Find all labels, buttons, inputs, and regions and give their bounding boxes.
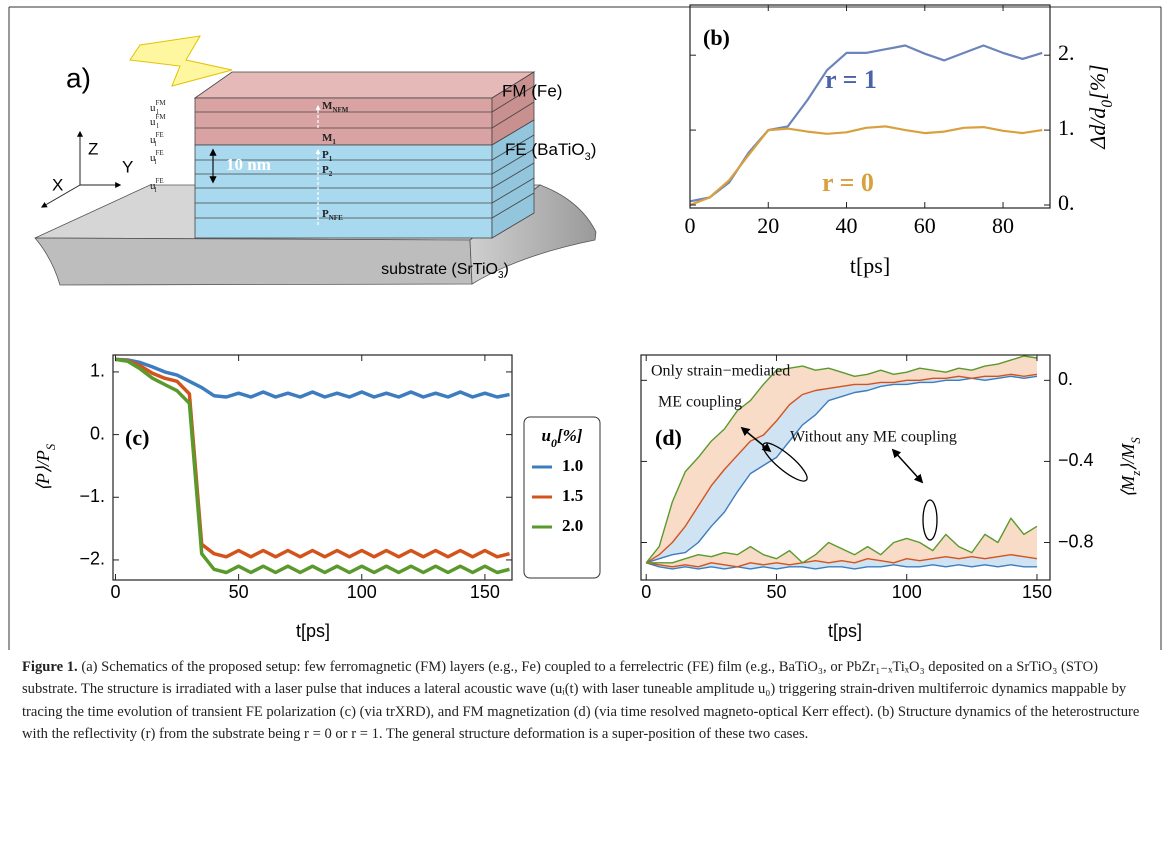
- highlight-ellipse: [923, 500, 937, 540]
- x-axis-label: t[ps]: [296, 621, 330, 641]
- label-part: [%]: [557, 426, 583, 445]
- x-tick-label: 0: [685, 213, 696, 238]
- label-part: M: [322, 100, 333, 112]
- label-part: u: [542, 426, 551, 445]
- label-part: NFM: [332, 106, 348, 114]
- label-part: S: [1129, 437, 1143, 444]
- x-tick-label: 50: [229, 582, 249, 602]
- label-part: FE (BaTiO: [505, 140, 585, 159]
- axis-name: Z: [88, 139, 98, 158]
- caption-label: Figure 1.: [22, 659, 78, 675]
- legend-label: 1.0: [562, 456, 583, 475]
- y-tick-label: −0.8: [1058, 531, 1094, 551]
- label-part: Δd/d: [1085, 107, 1110, 150]
- axis-name: X: [52, 175, 63, 194]
- label-part: 2: [329, 170, 333, 178]
- panel-label: (c): [125, 425, 149, 450]
- y-tick-label: 0.: [1058, 190, 1075, 215]
- label-part: l: [157, 122, 159, 130]
- label-part: 1: [329, 155, 333, 163]
- annotation: r = 1: [825, 65, 877, 94]
- pointer-arrow: [893, 450, 922, 482]
- y-axis-label: Δd/d0[%]: [1085, 64, 1116, 149]
- legend-label: 2.0: [562, 516, 583, 535]
- x-tick-label: 150: [1022, 582, 1052, 602]
- layer-label: FM (Fe): [502, 81, 562, 100]
- y-axis-label: ⟨Mz⟩/MS: [1118, 437, 1143, 498]
- label-part: M: [322, 132, 333, 144]
- x-tick-label: 20: [757, 213, 779, 238]
- x-axis-label: t[ps]: [850, 253, 890, 278]
- y-axis-label: ⟨P⟩/PS: [33, 443, 58, 491]
- layer-label: substrate (SrTiO3): [381, 261, 509, 281]
- x-tick-label: 0: [110, 582, 120, 602]
- y-tick-label: 0.: [90, 423, 105, 443]
- x-tick-label: 50: [766, 582, 786, 602]
- schematic: a) FM (Fe) FE (BaTiO3) substrate (SrTiO3…: [35, 36, 596, 285]
- annotation: r = 0: [822, 168, 874, 197]
- label-part: l: [155, 186, 157, 194]
- thickness-label: 10 nm: [226, 155, 271, 174]
- label-part: FE: [156, 149, 164, 157]
- figure: a) FM (Fe) FE (BaTiO3) substrate (SrTiO3…: [0, 0, 1171, 650]
- label-part: l: [155, 158, 157, 166]
- label-part: FM: [156, 113, 167, 121]
- y-tick-label: 2.: [1058, 40, 1075, 65]
- x-tick-label: 60: [914, 213, 936, 238]
- label-part: ): [504, 261, 509, 278]
- annotation: Only strain−mediated: [651, 363, 790, 380]
- label-part: ⟩/M: [1118, 443, 1138, 471]
- x-tick-label: 40: [836, 213, 858, 238]
- annotation: ME coupling: [658, 394, 742, 411]
- label-part: S: [44, 443, 58, 450]
- label-part: FE: [156, 131, 164, 139]
- page: { "schematic": { "label": "a)", "fm_labe…: [0, 0, 1171, 841]
- label-part: FM: [156, 99, 167, 107]
- x-tick-label: 0: [641, 582, 651, 602]
- label-part: l: [155, 140, 157, 148]
- label-part: ⟨P⟩/P: [33, 450, 53, 491]
- y-tick-label: −2.: [79, 549, 105, 569]
- y-tick-label: −0.4: [1058, 450, 1094, 470]
- fm-top: [195, 72, 534, 98]
- y-tick-label: −1.: [79, 486, 105, 506]
- label-part: substrate (SrTiO: [381, 261, 498, 278]
- panel-label: (b): [703, 25, 730, 50]
- label-part: 1: [332, 138, 336, 146]
- label-part: FE: [156, 177, 164, 185]
- caption: Figure 1. (a) Schematics of the proposed…: [22, 656, 1150, 746]
- label-part: ⟨M: [1118, 475, 1138, 498]
- x-tick-label: 100: [347, 582, 377, 602]
- axis-name: Y: [122, 157, 133, 176]
- x-tick-label: 80: [992, 213, 1014, 238]
- displacement-label: uFEl: [150, 149, 164, 166]
- laser-bolt: [130, 36, 232, 86]
- legend-label: 1.5: [562, 486, 583, 505]
- x-tick-label: 150: [470, 582, 500, 602]
- y-tick-label: 1.: [90, 361, 105, 381]
- x-tick-label: 100: [892, 582, 922, 602]
- panel-label: (d): [655, 425, 682, 450]
- annotation: Without any ME coupling: [790, 429, 957, 446]
- caption-text: (a) Schematics of the proposed setup: fe…: [22, 659, 1139, 742]
- label-part: ): [591, 140, 597, 159]
- label-part: [%]: [1085, 64, 1110, 99]
- panel-label: a): [66, 62, 91, 93]
- y-tick-label: 1.: [1058, 115, 1075, 140]
- label-part: NFE: [329, 214, 343, 222]
- y-tick-label: 0.: [1058, 369, 1073, 389]
- x-axis-label: t[ps]: [828, 621, 862, 641]
